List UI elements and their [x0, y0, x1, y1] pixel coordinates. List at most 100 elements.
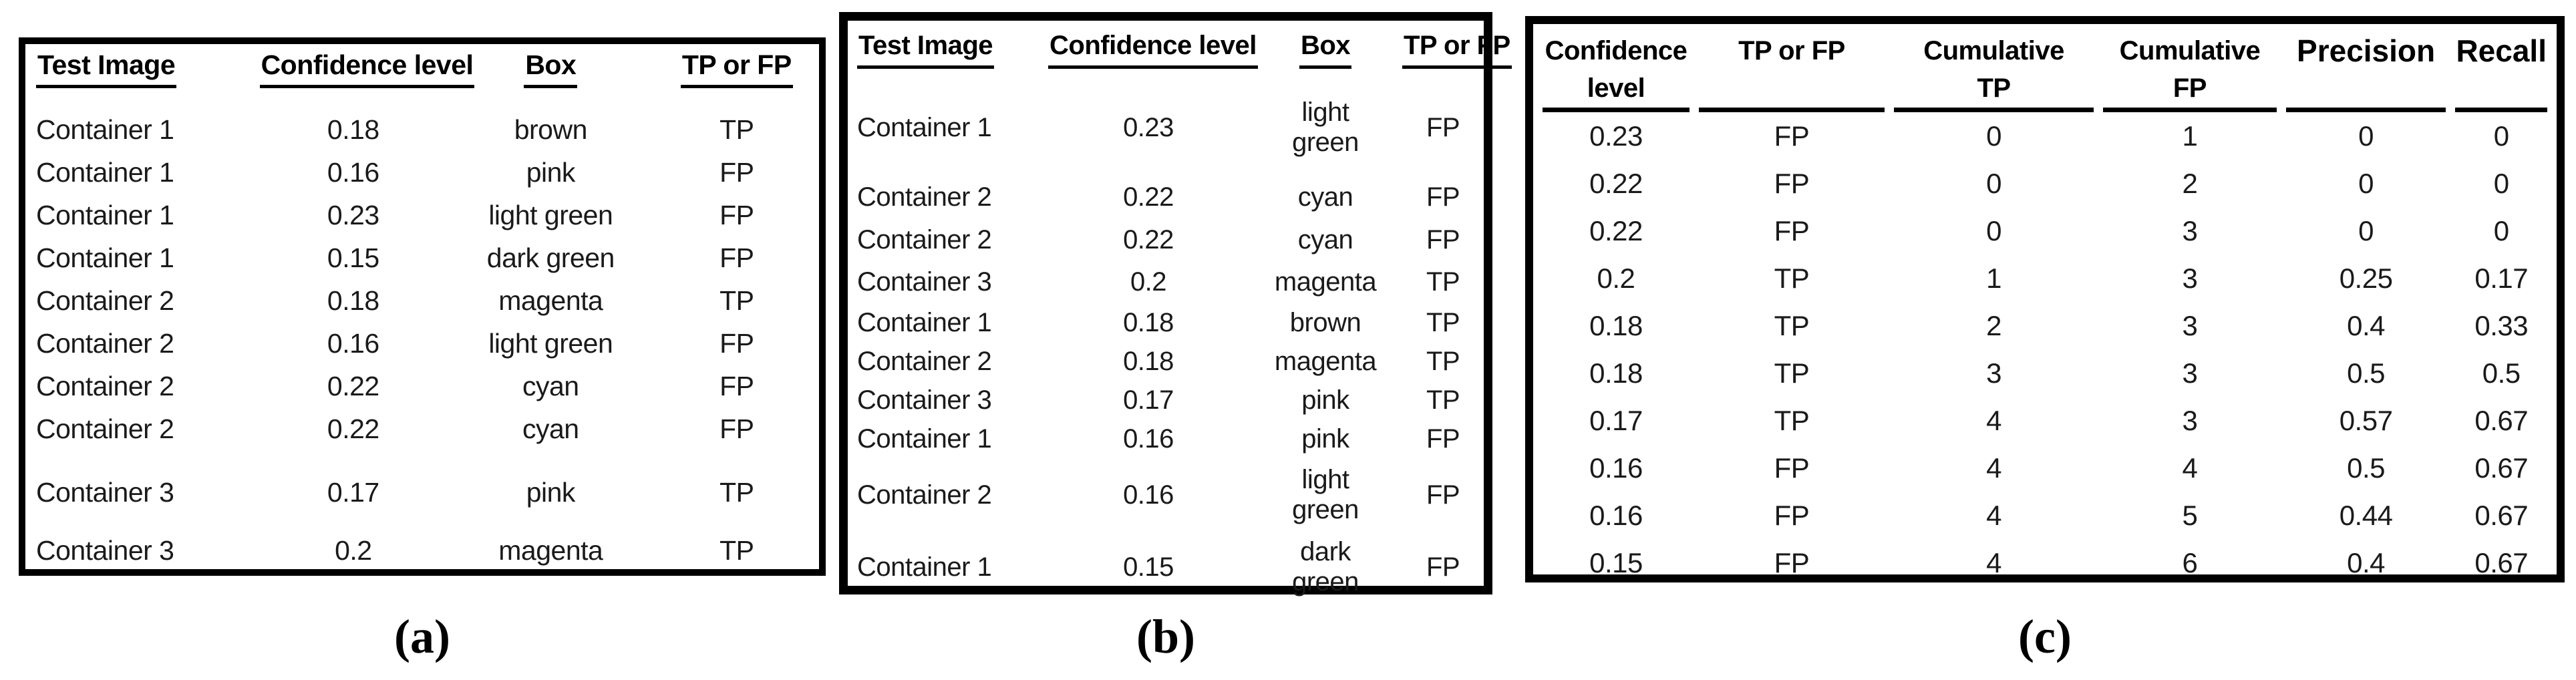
- cell-confidence: 0.2: [1130, 267, 1167, 297]
- table-row: Container 3 0.17 pink TP: [848, 381, 1484, 419]
- cell-precision: 0.5: [2347, 452, 2386, 484]
- precision-recall-table: Confidence level TP or FP Cumulative TP …: [1533, 24, 2557, 586]
- header-label: Test Image: [857, 30, 994, 69]
- cell-box: cyan: [522, 370, 579, 401]
- cell-test-image: Container 2: [36, 285, 174, 316]
- cell-confidence: 0.15: [1589, 546, 1643, 578]
- table-row: Container 2 0.22 cyan FP: [25, 407, 819, 450]
- cell-box: magenta: [1274, 346, 1377, 376]
- cell-tp-fp: TP: [719, 535, 754, 566]
- cell-cumulative-tp: 4: [1986, 546, 2001, 578]
- cell-box: cyan: [522, 413, 579, 444]
- table-row: Container 1 0.23 light green FP: [848, 90, 1484, 165]
- cell-test-image: Container 2: [857, 480, 992, 510]
- header-label: TP or FP: [1402, 30, 1512, 69]
- cell-cumulative-fp: 3: [2182, 309, 2198, 341]
- cell-box: pink: [1301, 385, 1349, 415]
- cell-precision: 0.4: [2347, 546, 2386, 578]
- cell-tp-fp: TP: [1774, 262, 1810, 294]
- cell-test-image: Container 2: [36, 413, 174, 444]
- cell-tp-fp: TP: [1774, 404, 1810, 436]
- table-b-body: Container 1 0.23 light green FP Containe…: [848, 90, 1484, 603]
- cell-test-image: Container 2: [857, 225, 992, 254]
- cell-recall: 0.67: [2474, 404, 2529, 436]
- caption-b: (b): [1136, 610, 1195, 663]
- cell-confidence: 0.16: [1589, 499, 1643, 531]
- cell-test-image: Container 3: [36, 535, 174, 566]
- table-row: 0.16 FP 4 4 0.5 0.67: [1543, 444, 2547, 492]
- cell-confidence: 0.16: [1123, 480, 1174, 510]
- table-a-body: Container 1 0.18 brown TP Container 1 0.…: [25, 108, 819, 574]
- cell-confidence: 0.15: [327, 242, 379, 273]
- cell-tp-fp: FP: [1426, 225, 1460, 254]
- header-cell-tp-fp: TP or FP: [1402, 21, 1512, 90]
- cell-box: pink: [526, 156, 576, 188]
- table-row: 0.15 FP 4 6 0.4 0.67: [1543, 539, 2547, 586]
- cell-confidence: 0.2: [335, 535, 372, 566]
- cell-tp-fp: FP: [1774, 167, 1810, 199]
- table-row: 0.22 FP 0 3 0 0: [1543, 207, 2547, 254]
- cell-confidence: 0.22: [327, 370, 379, 401]
- table-row: Container 3 0.2 magenta TP: [25, 518, 819, 574]
- table-row: Container 2 0.16 light green FP: [25, 322, 819, 365]
- cell-test-image: Container 2: [36, 327, 174, 359]
- cell-test-image: Container 1: [857, 552, 992, 582]
- cell-confidence: 0.18: [1123, 307, 1174, 337]
- cell-confidence: 0.22: [1589, 167, 1643, 199]
- header-cell-confidence-level: Confidence level: [1543, 24, 1689, 112]
- header-label: Confidence level: [259, 49, 475, 88]
- cell-test-image: Container 1: [857, 423, 992, 454]
- cell-cumulative-tp: 4: [1986, 452, 2001, 484]
- cell-confidence: 0.18: [1589, 309, 1643, 341]
- cell-confidence: 0.22: [327, 413, 379, 444]
- cell-test-image: Container 2: [857, 346, 992, 376]
- cell-confidence: 0.18: [327, 285, 379, 316]
- cell-cumulative-tp: 3: [1986, 357, 2001, 389]
- cell-tp-fp: TP: [1426, 307, 1460, 337]
- cell-box: cyan: [1297, 182, 1353, 212]
- table-row: 0.16 FP 4 5 0.44 0.67: [1543, 492, 2547, 539]
- cell-tp-fp: TP: [1426, 267, 1460, 297]
- cell-confidence: 0.2: [1597, 262, 1635, 294]
- cell-confidence: 0.18: [1123, 346, 1174, 376]
- header-label: Box: [1299, 30, 1352, 69]
- table-row: Container 2 0.16 light green FP: [848, 458, 1484, 532]
- cell-confidence: 0.23: [327, 199, 379, 230]
- detections-table-b: Test Image Confidence level Box TP or FP…: [848, 21, 1512, 603]
- cell-tp-fp: TP: [1426, 346, 1460, 376]
- cell-precision: 0.5: [2347, 357, 2386, 389]
- header-row: Test Image Confidence level Box TP or FP: [848, 21, 1512, 90]
- cell-box: magenta: [1274, 267, 1377, 297]
- cell-box: magenta: [498, 285, 603, 316]
- header-cell-confidence: Confidence level: [1048, 21, 1258, 90]
- cell-cumulative-tp: 0: [1986, 120, 2001, 152]
- cell-tp-fp: TP: [719, 114, 754, 145]
- cell-cumulative-fp: 1: [2182, 120, 2198, 152]
- cell-tp-fp: FP: [719, 242, 754, 273]
- cell-precision: 0: [2358, 167, 2374, 199]
- cell-box: pink: [526, 477, 576, 508]
- cell-recall: 0: [2493, 214, 2509, 246]
- header-cell-test-image: Test Image: [848, 21, 1048, 90]
- cell-confidence: 0.17: [1589, 404, 1643, 436]
- cell-tp-fp: FP: [1426, 480, 1460, 510]
- header-label: Confidence level: [1048, 30, 1258, 69]
- table-row: Container 1 0.16 pink FP: [848, 419, 1484, 458]
- header-cell-precision: Precision: [2285, 24, 2446, 112]
- cell-test-image: Container 3: [36, 477, 174, 508]
- table-c-header: Confidence level TP or FP Cumulative TP …: [1543, 24, 2547, 112]
- cell-confidence: 0.16: [327, 156, 379, 188]
- cell-confidence: 0.16: [1589, 452, 1643, 484]
- cell-recall: 0.17: [2474, 262, 2529, 294]
- cell-recall: 0.67: [2474, 452, 2529, 484]
- cell-tp-fp: FP: [719, 156, 754, 188]
- header-cell-test-image: Test Image: [25, 44, 260, 108]
- caption-c: (c): [2018, 610, 2072, 663]
- cell-confidence: 0.16: [1123, 423, 1174, 454]
- header-cell-tp-fp: TP or FP: [655, 44, 819, 108]
- cell-cumulative-tp: 0: [1986, 167, 2001, 199]
- cell-precision: 0.4: [2347, 309, 2386, 341]
- cell-cumulative-tp: 4: [1986, 404, 2001, 436]
- cell-box: light green: [488, 327, 613, 359]
